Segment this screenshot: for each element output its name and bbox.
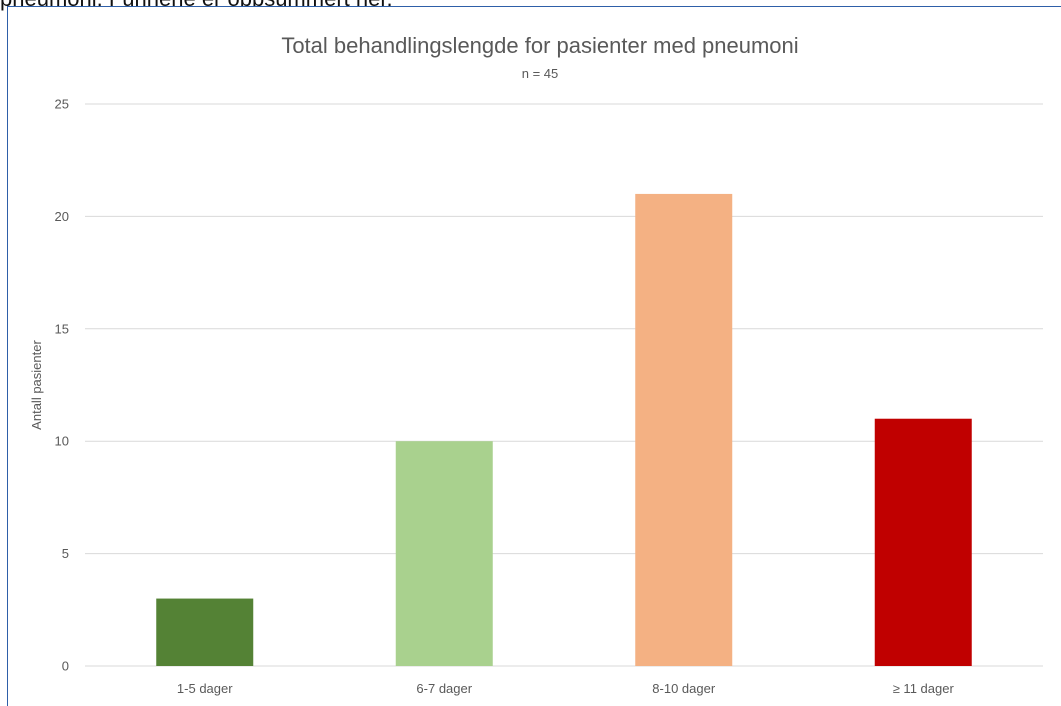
y-tick-label: 0: [62, 659, 69, 674]
bar: [874, 418, 972, 666]
y-tick-label: 15: [55, 321, 69, 336]
y-tick-label: 20: [55, 209, 69, 224]
y-axis-label: Antall pasienter: [29, 340, 44, 430]
y-tick-label: 25: [55, 97, 69, 112]
bars: [156, 193, 972, 667]
x-tick-label: 1-5 dager: [177, 681, 233, 696]
chart-subtitle: n = 45: [522, 66, 559, 81]
y-tick-labels: 0 5 10 15 20 25: [55, 97, 69, 674]
x-tick-label: ≥ 11 dager: [893, 681, 955, 696]
x-tick-label: 8-10 dager: [652, 681, 716, 696]
y-tick-label: 5: [62, 546, 69, 561]
chart-title: Total behandlingslengde for pasienter me…: [281, 33, 798, 58]
x-tick-label: 6-7 dager: [416, 681, 472, 696]
x-tick-labels: 1-5 dager 6-7 dager 8-10 dager ≥ 11 dager: [177, 681, 955, 696]
bar: [156, 598, 254, 666]
cut-off-text-line: pneumoni. Funnene er oppsummert her.: [0, 0, 393, 12]
bar: [635, 193, 733, 667]
y-tick-label: 10: [55, 434, 69, 449]
bar: [395, 441, 493, 666]
